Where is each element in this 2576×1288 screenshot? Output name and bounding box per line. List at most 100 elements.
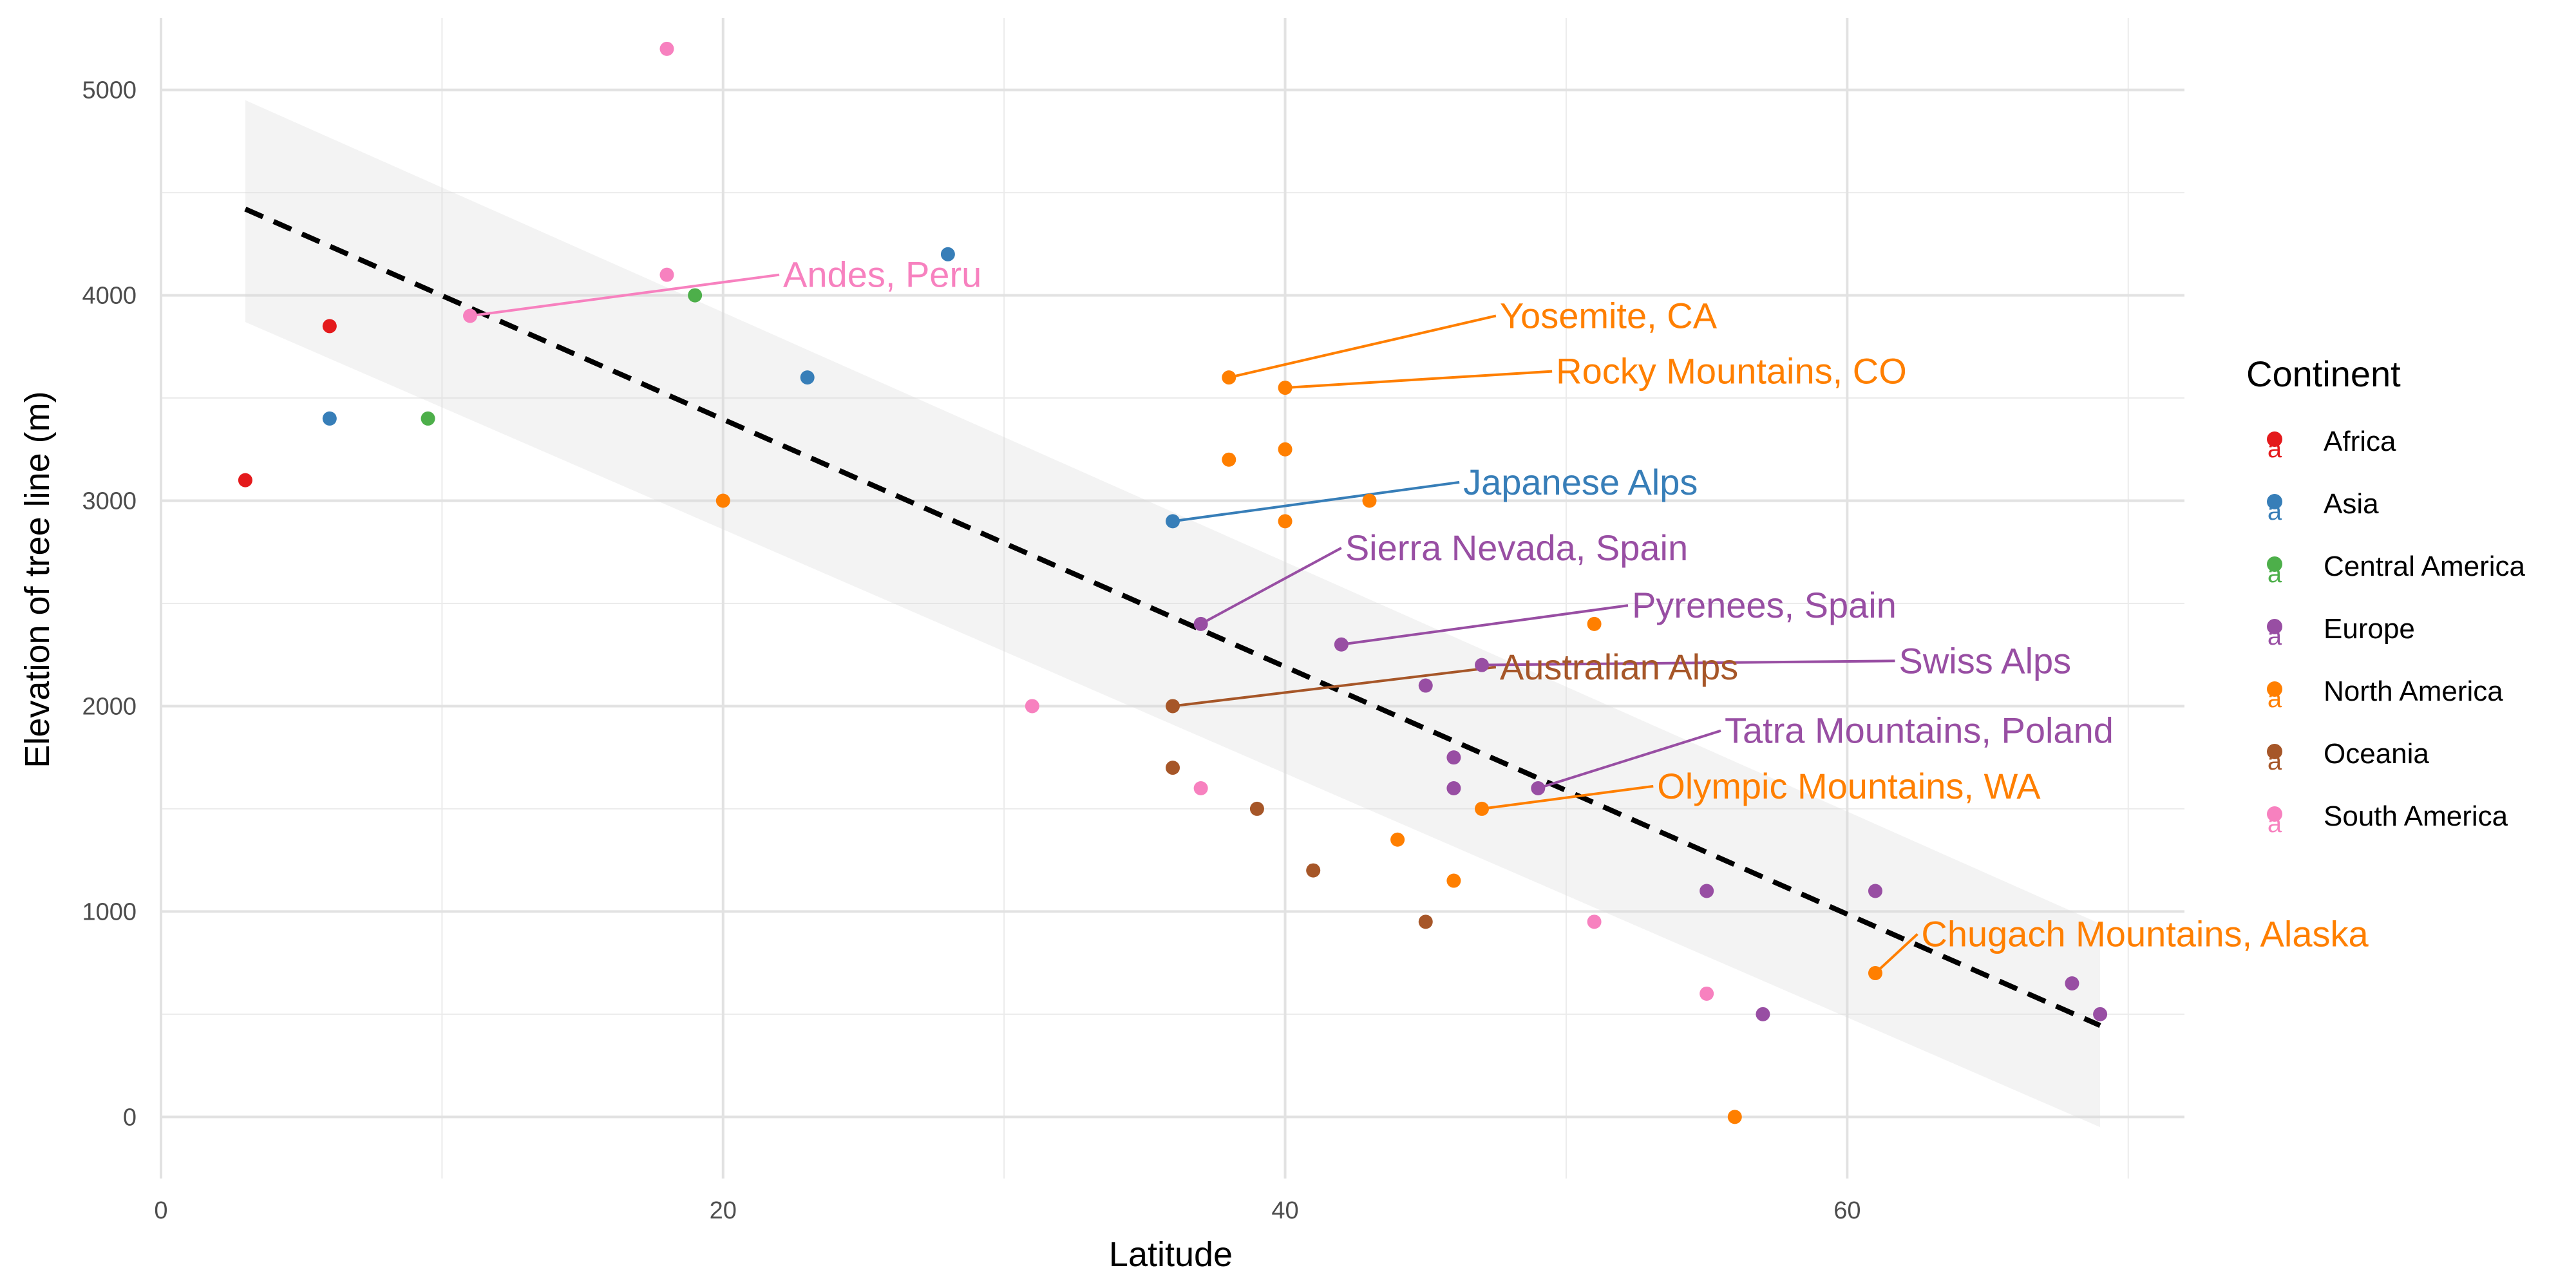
annotation-leader-line bbox=[1285, 370, 1553, 390]
legend-label: North America bbox=[2324, 676, 2503, 707]
y-tick-label: 0 bbox=[123, 1104, 137, 1131]
legend-items: a Africa a Asia a Central America a Europe a Nort… bbox=[2267, 426, 2526, 838]
data-point bbox=[659, 267, 674, 282]
legend-key-point bbox=[2267, 681, 2282, 697]
legend: Continent a Africa a Asia a Central America a E… bbox=[2246, 354, 2526, 838]
axis-ticks: 0 20 40 60 0 1000 2000 3000 4000 5000 bbox=[82, 77, 1861, 1224]
annotation-leader-line bbox=[469, 273, 780, 317]
x-tick-label: 0 bbox=[154, 1197, 167, 1224]
data-point bbox=[1587, 616, 1602, 631]
legend-key-point bbox=[2267, 619, 2282, 634]
annotation-label: Tatra Mountains, Poland bbox=[1725, 710, 2114, 751]
data-point bbox=[1446, 873, 1461, 888]
data-point bbox=[715, 493, 730, 508]
data-point bbox=[1475, 801, 1490, 816]
legend-item: a Asia bbox=[2267, 488, 2379, 526]
annotation-leader-line bbox=[1874, 933, 1918, 974]
data-points bbox=[238, 41, 2108, 1124]
legend-key-glyph: a bbox=[2268, 810, 2282, 838]
data-point bbox=[688, 288, 703, 303]
annotation-leader-line bbox=[1482, 659, 1895, 667]
x-tick-label: 40 bbox=[1271, 1197, 1298, 1224]
legend-item: a Oceania bbox=[2267, 738, 2429, 775]
data-point bbox=[1222, 452, 1236, 467]
data-point bbox=[659, 41, 674, 56]
legend-label: South America bbox=[2324, 800, 2508, 832]
data-point bbox=[1446, 750, 1461, 765]
y-tick-label: 5000 bbox=[82, 77, 137, 104]
data-point bbox=[940, 247, 955, 261]
legend-key-glyph: a bbox=[2268, 435, 2282, 463]
annotation-label: Swiss Alps bbox=[1899, 640, 2072, 681]
data-point bbox=[238, 473, 252, 488]
annotation-leader-lines bbox=[469, 273, 1918, 974]
data-point bbox=[322, 411, 337, 426]
data-point bbox=[1166, 699, 1180, 714]
data-point bbox=[1868, 884, 1882, 898]
annotation-label: Pyrenees, Spain bbox=[1632, 585, 1897, 625]
data-point bbox=[1249, 801, 1264, 816]
annotation-leader-line bbox=[1228, 314, 1497, 379]
annotation-label: Yosemite, CA bbox=[1500, 295, 1718, 336]
legend-key-glyph: a bbox=[2268, 497, 2282, 526]
annotation-leader-line bbox=[1172, 665, 1497, 708]
legend-label: Oceania bbox=[2324, 738, 2429, 770]
point-annotations: Andes, Peru Yosemite, CA Rocky Mountains, … bbox=[783, 254, 2369, 954]
data-point bbox=[1587, 914, 1602, 929]
data-point bbox=[1700, 884, 1714, 898]
y-tick-label: 3000 bbox=[82, 488, 137, 515]
data-point bbox=[1278, 442, 1293, 457]
legend-item: a Central America bbox=[2267, 551, 2526, 588]
data-point bbox=[1166, 514, 1180, 529]
annotation-label: Andes, Peru bbox=[783, 254, 981, 295]
legend-key-point bbox=[2267, 744, 2282, 759]
legend-key-glyph: a bbox=[2268, 685, 2282, 713]
data-point bbox=[1868, 966, 1882, 981]
data-point bbox=[421, 411, 435, 426]
data-point bbox=[1193, 781, 1208, 796]
annotation-label: Chugach Mountains, Alaska bbox=[1921, 913, 2369, 954]
data-point bbox=[1222, 370, 1236, 385]
legend-key-glyph: a bbox=[2268, 560, 2282, 588]
confidence-band bbox=[245, 100, 2101, 1128]
legend-key-glyph: a bbox=[2268, 622, 2282, 650]
legend-label: Asia bbox=[2324, 488, 2379, 520]
data-point bbox=[1700, 986, 1714, 1001]
data-point bbox=[463, 308, 478, 323]
data-point bbox=[1418, 678, 1433, 693]
x-tick-label: 20 bbox=[710, 1197, 737, 1224]
data-point bbox=[1390, 832, 1405, 847]
data-point bbox=[1166, 761, 1180, 775]
y-tick-label: 1000 bbox=[82, 898, 137, 925]
data-point bbox=[1025, 699, 1039, 714]
y-axis-title: Elevation of tree line (m) bbox=[18, 391, 57, 768]
data-point bbox=[1446, 781, 1461, 796]
data-point bbox=[322, 319, 337, 334]
y-tick-label: 2000 bbox=[82, 693, 137, 720]
annotation-leader-line bbox=[1537, 729, 1721, 790]
data-point bbox=[2065, 976, 2079, 991]
annotation-leader-line bbox=[1341, 604, 1629, 646]
data-point bbox=[1193, 616, 1208, 631]
data-point bbox=[1727, 1110, 1742, 1124]
data-point bbox=[2093, 1007, 2108, 1021]
data-point bbox=[1278, 514, 1293, 529]
legend-title: Continent bbox=[2246, 354, 2401, 394]
legend-key-point bbox=[2267, 806, 2282, 822]
data-point bbox=[1418, 914, 1433, 929]
legend-label: Africa bbox=[2324, 426, 2396, 457]
x-tick-label: 60 bbox=[1833, 1197, 1861, 1224]
data-point bbox=[1531, 781, 1546, 796]
legend-item: a South America bbox=[2267, 800, 2508, 838]
annotation-label: Australian Alps bbox=[1500, 647, 1738, 687]
annotation-leader-line bbox=[1172, 480, 1460, 523]
legend-key-glyph: a bbox=[2268, 747, 2282, 775]
y-tick-label: 4000 bbox=[82, 283, 137, 310]
annotation-label: Japanese Alps bbox=[1463, 462, 1698, 502]
legend-key-point bbox=[2267, 556, 2282, 572]
data-point bbox=[1756, 1007, 1770, 1021]
legend-label: Europe bbox=[2324, 613, 2415, 645]
legend-key-point bbox=[2267, 431, 2282, 447]
data-point bbox=[1475, 658, 1490, 672]
